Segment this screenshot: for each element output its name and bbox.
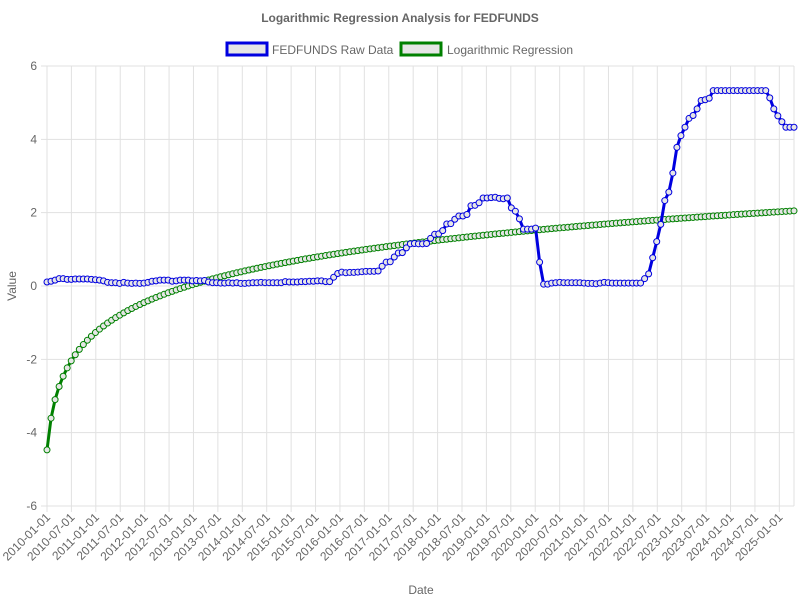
regression-point[interactable] [79,341,87,349]
y-tick-label: 6 [30,59,37,73]
chart-title: Logarithmic Regression Analysis for FEDF… [261,11,539,25]
raw-data-point[interactable] [669,169,677,177]
raw-data-point[interactable] [649,254,657,262]
x-axis-ticks: 2010-01-012010-07-012011-01-012011-07-01… [0,510,786,564]
raw-data-point[interactable] [447,220,455,228]
raw-data-point[interactable] [536,258,544,266]
raw-data-point[interactable] [402,244,410,252]
raw-data-point[interactable] [770,105,778,113]
raw-data-point[interactable] [511,207,519,215]
y-gridlines [41,65,794,507]
legend-swatch-regression [399,41,443,57]
raw-data-point[interactable] [677,132,685,140]
raw-data-point[interactable] [766,94,774,102]
raw-data-point[interactable] [374,267,382,275]
regression-point[interactable] [43,446,51,454]
raw-data-point[interactable] [475,199,483,207]
raw-data-point[interactable] [398,249,406,257]
regression-point[interactable] [47,414,55,422]
raw-data-point[interactable] [653,238,661,246]
raw-data-point[interactable] [532,224,540,232]
y-tick-label: 2 [30,206,37,220]
regression-point[interactable] [55,382,63,390]
raw-data-point[interactable] [657,220,665,228]
regression-point[interactable] [59,372,67,380]
legend-label-regression: Logarithmic Regression [447,43,573,57]
raw-data-point[interactable] [503,194,511,202]
raw-data-point[interactable] [774,112,782,120]
regression-point[interactable] [63,364,71,372]
raw-data-point[interactable] [637,279,645,287]
legend-item-regression[interactable]: Logarithmic Regression [399,41,573,57]
raw-data-point[interactable] [681,123,689,131]
raw-data-point[interactable] [326,278,334,286]
raw-data-point[interactable] [689,112,697,119]
raw-data-point[interactable] [390,253,398,261]
legend-swatch-raw [225,41,269,57]
raw-data-point[interactable] [515,215,523,223]
y-tick-label: 0 [30,279,37,293]
regression-point[interactable] [67,357,75,365]
regression-point[interactable] [75,345,83,353]
y-axis-title: Value [5,271,19,301]
y-axis-ticks: -6 -4 -2 0 2 4 6 [26,59,37,513]
raw-data-point[interactable] [439,227,447,235]
raw-data-point[interactable] [778,118,786,126]
raw-data-point[interactable] [378,262,386,270]
raw-data-point[interactable] [705,94,713,102]
raw-data-point[interactable] [661,197,669,205]
raw-data-point[interactable] [693,105,701,113]
raw-data-point[interactable] [665,188,673,196]
y-tick-label: 4 [30,132,37,146]
raw-data-point[interactable] [641,275,649,283]
regression-point[interactable] [51,396,59,404]
legend-label-raw: FEDFUNDS Raw Data [272,43,394,57]
y-tick-label: -6 [26,499,37,513]
y-tick-label: -2 [26,352,37,366]
raw-data-point[interactable] [790,123,798,131]
raw-data-point[interactable] [673,143,681,151]
raw-data-point[interactable] [423,239,431,247]
series-fedfunds-raw [43,87,798,288]
legend: FEDFUNDS Raw Data Logarithmic Regression [225,41,573,57]
x-gridlines [46,66,795,512]
legend-item-raw[interactable]: FEDFUNDS Raw Data [225,41,394,57]
raw-data-point[interactable] [463,211,471,218]
raw-data-point[interactable] [427,234,435,242]
regression-point[interactable] [83,336,91,344]
regression-point[interactable] [71,351,79,359]
raw-data-point[interactable] [645,270,653,278]
y-tick-label: -4 [26,426,37,440]
regression-point[interactable] [790,207,798,215]
x-axis-title: Date [408,583,434,597]
raw-data-point[interactable] [762,87,770,95]
raw-data-point[interactable] [386,258,394,266]
